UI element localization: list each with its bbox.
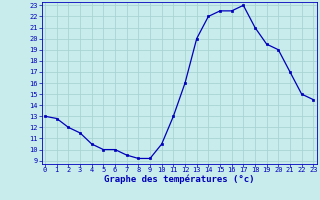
- X-axis label: Graphe des températures (°c): Graphe des températures (°c): [104, 175, 254, 184]
